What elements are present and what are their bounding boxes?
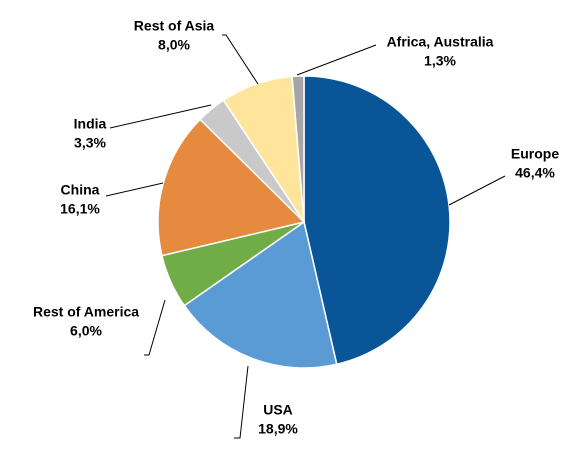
leader-line: [222, 34, 259, 85]
slice-value-label: 6,0%: [70, 323, 102, 339]
leader-line: [234, 365, 249, 439]
slice-value-label: 3,3%: [74, 135, 106, 151]
leader-line: [296, 44, 377, 76]
slice-value-label: 1,3%: [424, 53, 456, 69]
pie-slice: [157, 118, 306, 257]
leader-line: [448, 175, 506, 206]
leader-line: [105, 182, 164, 197]
pie-slice: [291, 75, 305, 223]
slice-label: China: [61, 182, 100, 198]
leader-line: [109, 104, 212, 129]
slice-label: Europe: [511, 146, 559, 162]
slice-value-label: 18,9%: [258, 421, 298, 437]
slice-value-label: 46,4%: [515, 165, 555, 181]
slice-label: Rest of America: [33, 304, 139, 320]
leader-line: [144, 299, 166, 356]
pie-slice: [303, 75, 451, 366]
slice-label: Africa, Australia: [387, 34, 494, 50]
slice-label: India: [74, 116, 107, 132]
pie-slice: [183, 220, 338, 369]
slice-value-label: 16,1%: [60, 201, 100, 217]
slice-value-label: 8,0%: [158, 37, 190, 53]
slice-label: USA: [263, 402, 293, 418]
slice-label: Rest of Asia: [134, 18, 215, 34]
